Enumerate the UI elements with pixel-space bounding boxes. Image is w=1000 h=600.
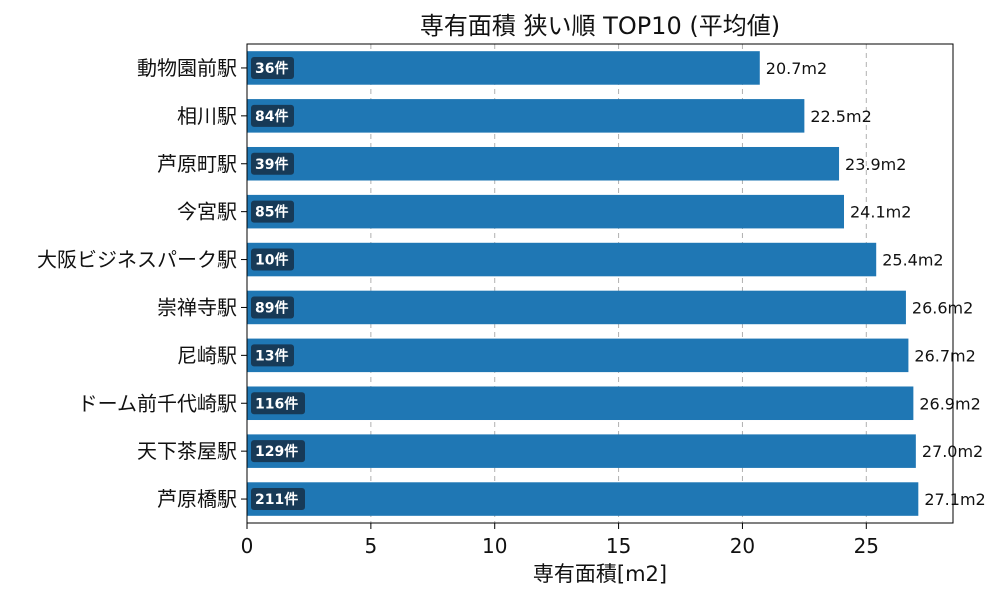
x-tick-label: 20 [730, 534, 755, 558]
count-label: 13件 [255, 347, 288, 364]
count-badge [251, 344, 294, 367]
value-label: 26.7m2 [914, 346, 975, 365]
count-badge [251, 488, 305, 511]
x-tick-label: 5 [364, 534, 377, 558]
count-badge [251, 152, 294, 175]
count-label: 116件 [255, 395, 298, 412]
category-label: 相川駅 [177, 104, 237, 128]
count-label: 84件 [255, 108, 288, 125]
count-label: 129件 [255, 443, 298, 460]
value-label: 23.9m2 [845, 155, 906, 174]
value-label: 25.4m2 [882, 251, 943, 270]
category-label: 尼崎駅 [177, 343, 237, 367]
count-badge [251, 56, 294, 79]
bar [247, 338, 909, 373]
category-label: 今宮駅 [177, 200, 237, 224]
value-label: 24.1m2 [850, 203, 911, 222]
count-badge [251, 392, 305, 415]
x-axis: 0 5 10 15 20 25 [241, 523, 879, 558]
bars: 20.7m2 36件 22.5m2 84件 23.9m2 39件 24.1m2 85件 25.4… [247, 51, 986, 516]
bar [247, 482, 919, 516]
bar [247, 290, 906, 325]
x-tick-label: 10 [482, 534, 507, 558]
bar [247, 51, 760, 85]
bar [247, 99, 805, 133]
y-axis: 動物園前駅相川駅芦原町駅今宮駅大阪ビジネスパーク駅崇禅寺駅尼崎駅ドーム前千代崎駅… [37, 56, 247, 511]
count-label: 211件 [255, 491, 298, 508]
category-label: 動物園前駅 [137, 56, 237, 80]
category-label: 天下茶屋駅 [137, 439, 237, 463]
count-badge [251, 248, 294, 271]
category-label: 崇禅寺駅 [157, 295, 237, 319]
count-label: 10件 [255, 252, 288, 269]
count-badge [251, 296, 294, 319]
count-badge [251, 200, 294, 223]
count-badge [251, 440, 305, 463]
count-label: 39件 [255, 156, 288, 173]
chart-title: 専有面積 狭い順 TOP10 (平均値) [420, 12, 780, 40]
plot-frame [246, 43, 954, 524]
x-axis-label: 専有面積[m2] [533, 562, 667, 586]
bar [247, 434, 916, 468]
category-label: 芦原橋駅 [157, 487, 237, 511]
x-tick-label: 15 [606, 534, 631, 558]
category-label: ドーム前千代崎駅 [78, 391, 237, 415]
x-tick-label: 0 [241, 534, 254, 558]
value-label: 26.9m2 [919, 394, 980, 413]
category-label: 芦原町駅 [157, 152, 237, 176]
x-tick-label: 25 [854, 534, 879, 558]
bar [247, 146, 840, 181]
category-label: 大阪ビジネスパーク駅 [37, 248, 237, 272]
value-label: 22.5m2 [810, 107, 871, 126]
count-label: 89件 [255, 299, 288, 316]
bar [247, 386, 914, 421]
value-label: 27.1m2 [924, 490, 985, 509]
value-label: 20.7m2 [766, 59, 827, 78]
bar [247, 242, 877, 277]
count-label: 36件 [255, 60, 288, 77]
value-label: 26.6m2 [912, 298, 973, 317]
bar [247, 194, 845, 229]
count-badge [251, 104, 294, 127]
count-label: 85件 [255, 204, 288, 221]
